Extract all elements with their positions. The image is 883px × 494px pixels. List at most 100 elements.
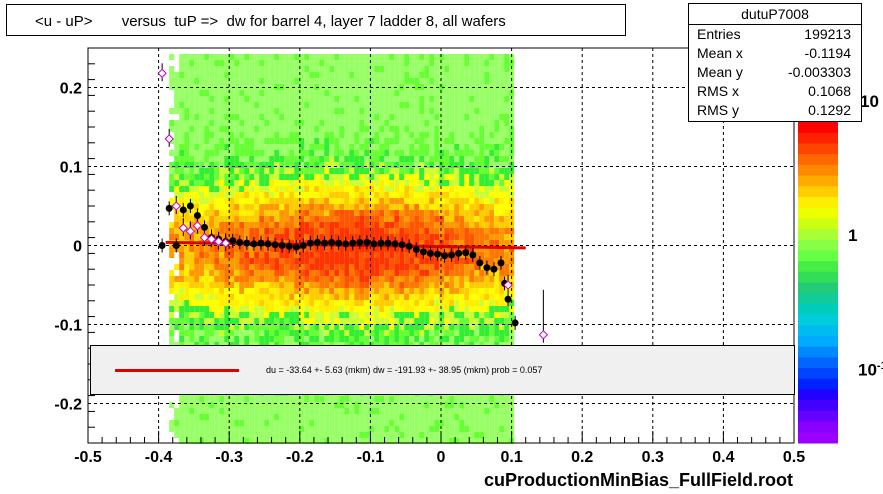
stats-row-rms-x: RMS x 0.1068 bbox=[689, 82, 861, 101]
palette-bin bbox=[798, 400, 838, 412]
data-point bbox=[511, 319, 519, 327]
data-point bbox=[335, 239, 343, 247]
y-tick-label: 0.2 bbox=[60, 81, 82, 98]
data-point bbox=[278, 242, 286, 249]
data-point bbox=[285, 242, 293, 250]
stats-row-mean-y: Mean y -0.003303 bbox=[689, 63, 861, 82]
y-tick-label: 0.1 bbox=[60, 160, 82, 177]
profile-points bbox=[157, 68, 549, 340]
data-point bbox=[229, 237, 237, 245]
data-point bbox=[356, 238, 364, 246]
data-point bbox=[271, 241, 279, 249]
data-point bbox=[257, 239, 265, 247]
x-tick-labels: -0.5 -0.4 -0.3 -0.2 -0.1 0 0.1 0.2 0.3 0.4 0.5 bbox=[74, 449, 805, 466]
data-point bbox=[398, 241, 406, 249]
x-tick-label: 0 bbox=[437, 449, 446, 466]
data-point bbox=[504, 295, 512, 303]
stats-value: -0.003303 bbox=[787, 64, 851, 80]
data-point bbox=[476, 259, 484, 267]
palette-label-bottom: 10-1 bbox=[858, 360, 883, 381]
palette-bin bbox=[798, 336, 838, 348]
x-tick-label: -0.4 bbox=[145, 449, 173, 466]
stats-row-rms-y: RMS y 0.1292 bbox=[689, 101, 861, 120]
palette-bin bbox=[798, 218, 838, 230]
data-point bbox=[455, 249, 463, 257]
data-point-open bbox=[164, 134, 174, 144]
data-point-open bbox=[178, 223, 189, 233]
data-point-open bbox=[192, 221, 203, 231]
x-tick-label: -0.5 bbox=[74, 449, 102, 466]
stats-value: 0.1068 bbox=[808, 83, 851, 99]
x-tick-label: -0.1 bbox=[357, 449, 385, 466]
x-tick-label: -0.2 bbox=[286, 449, 314, 466]
data-point bbox=[441, 252, 449, 260]
data-point bbox=[405, 242, 413, 250]
footer-filename: cuProductionMinBias_FullField.root bbox=[484, 470, 794, 490]
data-point bbox=[419, 248, 427, 256]
data-point bbox=[462, 249, 470, 257]
x-tick-label: 0.4 bbox=[712, 449, 734, 466]
data-point bbox=[349, 239, 357, 247]
palette-bin bbox=[798, 229, 838, 241]
y-tick-label: -0.2 bbox=[54, 397, 82, 414]
data-point-open bbox=[185, 226, 196, 236]
stats-box: dutuP7008 Entries 199213 Mean x -0.1194 … bbox=[688, 3, 862, 122]
y-tick-label: 0 bbox=[73, 239, 82, 256]
data-point-open bbox=[206, 234, 217, 244]
palette-bin bbox=[798, 421, 838, 433]
palette-bin bbox=[798, 389, 838, 401]
palette-bin bbox=[798, 282, 838, 294]
fit-legend-line bbox=[115, 369, 239, 372]
data-point bbox=[363, 238, 371, 246]
stats-row-mean-x: Mean x -0.1194 bbox=[689, 44, 861, 63]
data-point bbox=[391, 240, 399, 248]
palette-bin bbox=[798, 207, 838, 219]
palette-label-bottom-exp: -1 bbox=[876, 360, 883, 372]
data-point bbox=[433, 250, 441, 258]
palette-bin bbox=[798, 303, 838, 316]
data-point-open bbox=[157, 68, 167, 78]
grid-lines bbox=[88, 48, 794, 443]
palette-bin bbox=[798, 250, 838, 262]
data-point bbox=[165, 204, 173, 212]
data-point bbox=[299, 242, 307, 249]
data-point bbox=[483, 264, 491, 272]
x-tick-label: 0.3 bbox=[642, 449, 664, 466]
palette-bin bbox=[798, 368, 838, 380]
data-point bbox=[412, 245, 420, 253]
data-point-open bbox=[503, 280, 513, 290]
palette-bin bbox=[798, 196, 838, 209]
color-palette bbox=[798, 122, 838, 444]
palette-bin bbox=[798, 271, 838, 283]
stats-key: Mean y bbox=[697, 64, 743, 80]
palette-bin bbox=[798, 357, 838, 369]
data-point bbox=[158, 242, 166, 249]
data-point bbox=[250, 240, 258, 248]
data-point-open bbox=[538, 330, 549, 340]
palette-bin bbox=[798, 293, 838, 305]
data-point bbox=[469, 251, 477, 259]
data-point bbox=[179, 206, 187, 214]
palette-bin bbox=[798, 175, 838, 187]
x-tick-label: 0.5 bbox=[783, 449, 805, 466]
data-point-open bbox=[171, 201, 181, 211]
palette-label-top: 10 bbox=[860, 92, 879, 111]
data-point bbox=[193, 211, 201, 219]
palette-bin bbox=[798, 432, 838, 444]
data-point bbox=[306, 239, 314, 247]
palette-label-bottom-base: 10 bbox=[858, 360, 877, 380]
data-point bbox=[313, 238, 321, 246]
data-point bbox=[243, 239, 251, 247]
palette-bin bbox=[798, 186, 838, 198]
palette-bin bbox=[798, 378, 838, 390]
palette-bin bbox=[798, 239, 838, 251]
data-point bbox=[370, 240, 378, 248]
palette-bin bbox=[798, 143, 838, 155]
data-point bbox=[497, 259, 505, 267]
data-point bbox=[377, 239, 385, 247]
data-point bbox=[384, 239, 392, 247]
data-point bbox=[186, 202, 194, 210]
x-tick-label: 0.2 bbox=[571, 449, 593, 466]
data-point-open bbox=[213, 236, 224, 247]
palette-bin bbox=[798, 325, 838, 337]
